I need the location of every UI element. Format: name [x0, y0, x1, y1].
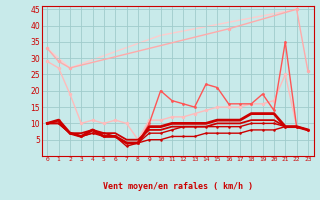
X-axis label: Vent moyen/en rafales ( km/h ): Vent moyen/en rafales ( km/h ) — [103, 182, 252, 191]
